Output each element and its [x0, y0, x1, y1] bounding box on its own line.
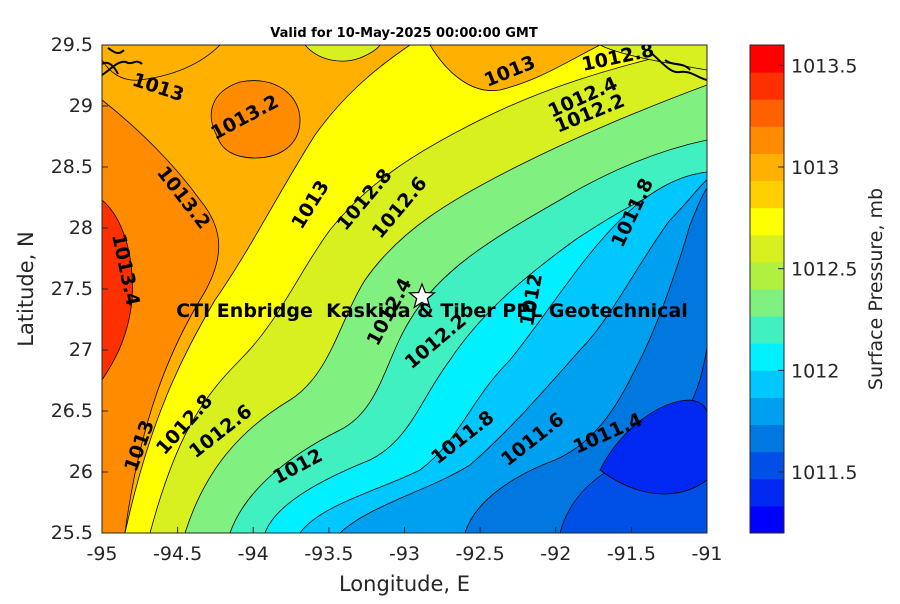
colorbar-tick-label: 1012	[791, 360, 839, 382]
band-lowest	[599, 399, 707, 495]
colorbar-ticks: 1011.5 1012 1012.5 1013 1013.5	[778, 55, 857, 484]
x-axis: -95 -94.5 -94 -93.5 -93 -92.5 -92 -91.5 …	[86, 527, 723, 565]
colorbar-frame	[749, 44, 785, 534]
plot-area: 1013 1013.2 1013 1012.8 1012.4 1012.2 10…	[102, 45, 707, 533]
x-tick-label: -93	[389, 543, 420, 565]
colorbar-segment	[750, 478, 784, 507]
y-tick-label: 26.5	[51, 400, 93, 422]
y-axis: 25.5 26 26.5 27 27.5 28 28.5 29 29.5	[51, 34, 108, 544]
y-tick-label: 26	[69, 461, 93, 483]
x-tick-label: -93.5	[304, 543, 353, 565]
colorbar-tick-label: 1013.5	[791, 55, 857, 77]
band-1012.8-north-small	[304, 45, 381, 62]
colorbar-segment	[750, 126, 784, 154]
band-1013.2-1013.4	[102, 99, 219, 533]
colorbar-label: Surface Pressure, mb	[865, 188, 887, 390]
band-1013.2-north	[210, 80, 301, 159]
colorbar-segment	[750, 261, 784, 290]
x-tick-label: -91.5	[607, 543, 656, 565]
colorbar-segment	[750, 72, 784, 100]
colorbar-tick-label: 1013	[791, 157, 839, 179]
colorbar-segment	[750, 505, 784, 534]
y-tick-label: 28.5	[51, 156, 93, 178]
y-tick-label: 28	[69, 217, 93, 239]
y-tick-label: 27.5	[51, 278, 93, 300]
site-annotation: CTI Enbridge Kaskida & Tiber PPL Geotech…	[176, 300, 688, 322]
colorbar-segment	[750, 99, 784, 127]
colorbar-segment	[750, 180, 784, 209]
band-1013-northwest	[102, 45, 221, 81]
colorbar-segment	[750, 234, 784, 263]
colorbar-segments	[750, 45, 784, 534]
colorbar-segment	[750, 316, 784, 344]
colorbar-segment	[750, 451, 784, 480]
x-tick-label: -91	[691, 543, 722, 565]
x-tick-label: -94	[238, 543, 269, 565]
colorbar-segment	[750, 397, 784, 426]
y-tick-label: 29.5	[51, 34, 93, 56]
colorbar-tick-label: 1011.5	[791, 462, 857, 484]
coastline-northwest	[102, 47, 143, 76]
x-tick-label: -92	[540, 543, 571, 565]
site-star-marker	[407, 282, 437, 309]
band-1013-north-east	[429, 45, 601, 92]
pressure-bands	[102, 45, 707, 533]
y-axis-label: Latitude, N	[14, 231, 38, 347]
y-tick-label: 29	[69, 95, 93, 117]
colorbar-tick-label: 1012.5	[791, 259, 857, 281]
y-tick-label: 25.5	[51, 522, 93, 544]
colorbar-segment	[750, 370, 784, 398]
y-tick-label: 27	[69, 339, 93, 361]
band-1013.4-1013.6	[102, 199, 133, 381]
colorbar-segment	[750, 289, 784, 317]
x-tick-label: -95	[86, 543, 117, 565]
x-tick-label: -92.5	[456, 543, 505, 565]
chart-title: Valid for 10-May-2025 00:00:00 GMT	[270, 26, 538, 41]
colorbar-segment	[750, 207, 784, 236]
colorbar-segment	[750, 343, 784, 371]
x-tick-label: -94.5	[153, 543, 202, 565]
colorbar-segment	[750, 424, 784, 453]
colorbar-segment	[750, 45, 784, 73]
x-axis-label: Longitude, E	[339, 572, 470, 596]
colorbar: 1011.5 1012 1012.5 1013 1013.5 Surface Press…	[749, 44, 887, 534]
coastline	[102, 47, 707, 81]
coastline-northeast	[649, 51, 707, 81]
